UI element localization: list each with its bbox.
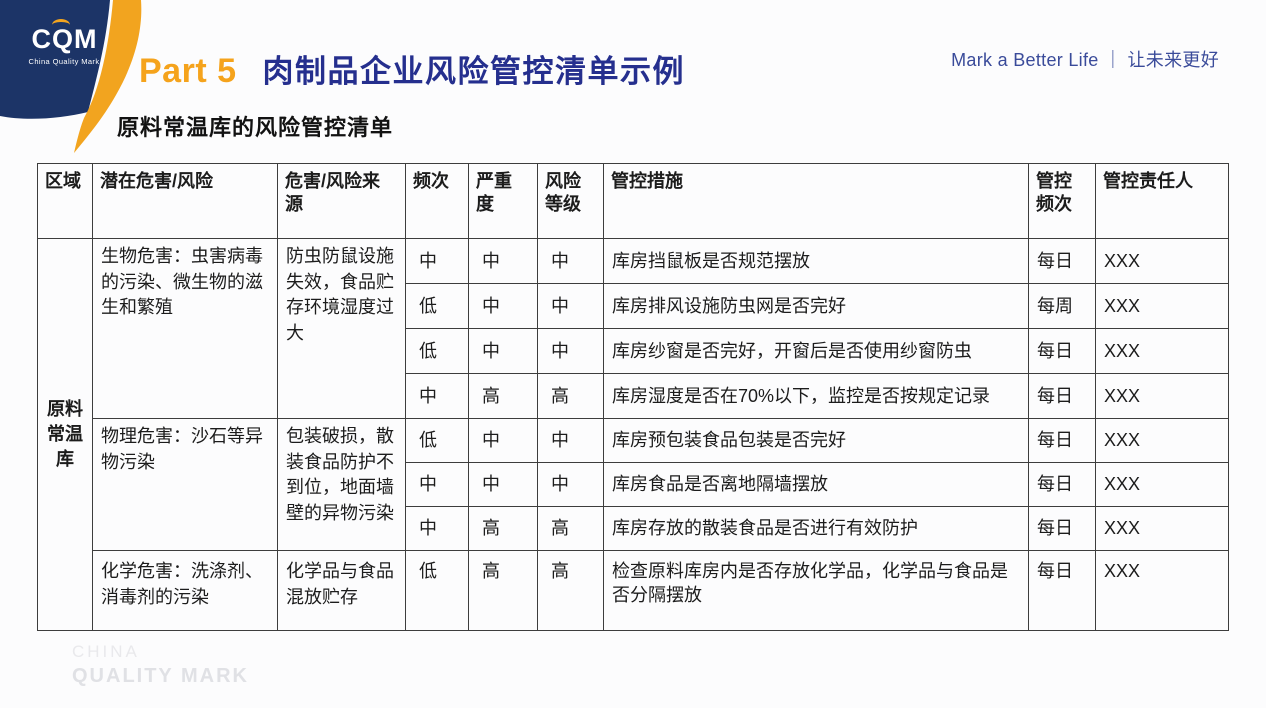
cell-risk-level: 中 [537, 418, 604, 463]
cell-control-frequency: 每周 [1028, 283, 1096, 329]
cell-hazard-physical: 物理危害：沙石等异物污染 [92, 418, 278, 551]
cell-frequency: 低 [405, 418, 469, 463]
col-header-risk-level: 风险 等级 [537, 163, 604, 239]
cell-severity: 中 [468, 462, 538, 507]
col-header-hazard: 潜在危害/风险 [92, 163, 278, 239]
logo-acronym: CQM [31, 24, 98, 54]
cell-risk-level: 中 [537, 328, 604, 374]
cell-owner: XXX [1095, 328, 1229, 374]
cell-owner: XXX [1095, 550, 1229, 631]
brand-tagline: Mark a Better Life ｜ 让未来更好 [951, 50, 1219, 70]
cell-risk-level: 高 [537, 550, 604, 631]
cell-measure: 库房纱窗是否完好，开窗后是否使用纱窗防虫 [603, 328, 1029, 374]
cell-control-frequency: 每日 [1028, 328, 1096, 374]
cell-frequency: 中 [405, 506, 469, 551]
col-header-frequency: 频次 [405, 163, 469, 239]
risk-control-table: 区域 潜在危害/风险 危害/风险来 源 频次 严重 度 风险 等级 管控措施 管… [37, 163, 1229, 631]
cell-severity: 高 [468, 506, 538, 551]
cell-control-frequency: 每日 [1028, 373, 1096, 419]
cell-owner: XXX [1095, 506, 1229, 551]
cell-control-frequency: 每日 [1028, 238, 1096, 284]
cell-region: 原料 常温 库 [37, 238, 93, 631]
cell-risk-level: 中 [537, 462, 604, 507]
cell-severity: 中 [468, 328, 538, 374]
cell-severity: 高 [468, 373, 538, 419]
cell-measure: 库房预包装食品包装是否完好 [603, 418, 1029, 463]
watermark: CHINA QUALITY MARK [72, 642, 249, 688]
cell-severity: 高 [468, 550, 538, 631]
title-bar: Part 5 肉制品企业风险管控清单示例 [139, 46, 685, 91]
cell-risk-level: 高 [537, 373, 604, 419]
cell-frequency: 低 [405, 328, 469, 374]
col-header-measures: 管控措施 [603, 163, 1029, 239]
cell-severity: 中 [468, 238, 538, 284]
cell-control-frequency: 每日 [1028, 506, 1096, 551]
cell-owner: XXX [1095, 462, 1229, 507]
cell-source-bio: 防虫防鼠设施失效，食品贮存环境湿度过大 [277, 238, 406, 419]
col-header-owner: 管控责任人 [1095, 163, 1229, 239]
col-header-region: 区域 [37, 163, 93, 239]
cell-severity: 中 [468, 418, 538, 463]
table-row: 化学危害：洗涤剂、消毒剂的污染 化学品与食品混放贮存 低 高 高 检查原料库房内… [38, 550, 1229, 631]
cell-risk-level: 中 [537, 283, 604, 329]
table-subtitle: 原料常温库的风险管控清单 [117, 115, 394, 140]
cell-measure: 库房挡鼠板是否规范摆放 [603, 238, 1029, 284]
cell-severity: 中 [468, 283, 538, 329]
cell-frequency: 中 [405, 373, 469, 419]
cqm-logo: CQM China Quality Mark [0, 0, 170, 160]
cell-hazard-bio: 生物危害：虫害病毒的污染、微生物的滋生和繁殖 [92, 238, 278, 419]
table-row: 原料 常温 库 生物危害：虫害病毒的污染、微生物的滋生和繁殖 防虫防鼠设施失效，… [37, 238, 1229, 631]
col-header-severity: 严重 度 [468, 163, 538, 239]
table-row: 低 中 中 库房纱窗是否完好，开窗后是否使用纱窗防虫 每日 XXX [38, 328, 1229, 374]
cell-control-frequency: 每日 [1028, 462, 1096, 507]
logo-shape-graphic [0, 0, 142, 153]
table-row: 物理危害：沙石等异物污染 包装破损，散装食品防护不到位，地面墙壁的异物污染 低 … [38, 418, 1229, 551]
cell-measure: 库房湿度是否在70%以下，监控是否按规定记录 [603, 373, 1029, 419]
cell-owner: XXX [1095, 418, 1229, 463]
cell-frequency: 中 [405, 238, 469, 284]
cell-control-frequency: 每日 [1028, 418, 1096, 463]
col-header-control-frequency: 管控 频次 [1028, 163, 1096, 239]
cell-measure: 检查原料库房内是否存放化学品，化学品与食品是否分隔摆放 [603, 550, 1029, 631]
cell-measure: 库房食品是否离地隔墙摆放 [603, 462, 1029, 507]
cell-owner: XXX [1095, 238, 1229, 284]
cell-risk-level: 中 [537, 238, 604, 284]
cell-frequency: 低 [405, 283, 469, 329]
cell-measure: 库房存放的散装食品是否进行有效防护 [603, 506, 1029, 551]
cell-source-physical: 包装破损，散装食品防护不到位，地面墙壁的异物污染 [277, 418, 406, 551]
table-row: 中 中 中 库房食品是否离地隔墙摆放 每日 XXX [38, 462, 1229, 507]
cell-hazard-chemical: 化学危害：洗涤剂、消毒剂的污染 [92, 550, 278, 631]
cell-control-frequency: 每日 [1028, 550, 1096, 631]
logo-subtext: China Quality Mark [28, 57, 100, 66]
table-row: 低 中 中 库房排风设施防虫网是否完好 每周 XXX [38, 283, 1229, 329]
col-header-source: 危害/风险来 源 [277, 163, 406, 239]
logo-q-arc-icon [52, 19, 70, 31]
page-title: 肉制品企业风险管控清单示例 [262, 54, 685, 89]
cell-frequency: 中 [405, 462, 469, 507]
watermark-line1: CHINA [72, 642, 140, 661]
table-header-row: 区域 潜在危害/风险 危害/风险来 源 频次 严重 度 风险 等级 管控措施 管… [37, 163, 1229, 239]
cell-owner: XXX [1095, 373, 1229, 419]
watermark-line2: QUALITY MARK [72, 665, 249, 687]
cell-measure: 库房排风设施防虫网是否完好 [603, 283, 1029, 329]
part-label: Part 5 [139, 52, 237, 90]
cell-owner: XXX [1095, 283, 1229, 329]
cell-risk-level: 高 [537, 506, 604, 551]
cell-source-chemical: 化学品与食品混放贮存 [277, 550, 406, 631]
cell-frequency: 低 [405, 550, 469, 631]
